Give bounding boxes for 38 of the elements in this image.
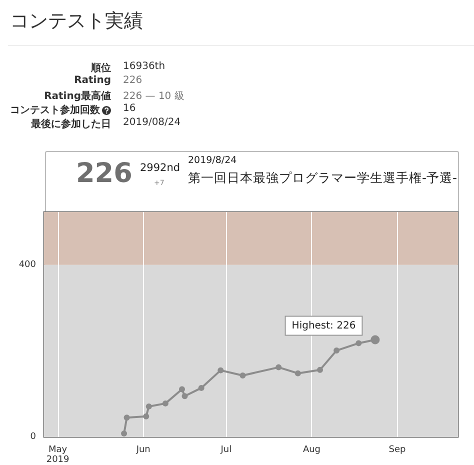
x-tick-label: May 2019 (46, 445, 70, 465)
text: 226 (76, 158, 132, 189)
text: Rating (74, 75, 111, 86)
point (179, 386, 185, 392)
text: 2019/8/24 (188, 155, 237, 166)
x-tick-label: Sep (388, 445, 406, 455)
point (356, 340, 362, 346)
text: Rating最高値 (44, 89, 111, 103)
point (198, 384, 204, 391)
text: 16 (123, 103, 136, 114)
x-tick-label: Aug (302, 445, 321, 455)
x-tick-label: Jul (220, 445, 232, 455)
y-tick-label: 400 (18, 260, 36, 270)
point (182, 393, 188, 400)
text: コンテスト参加回数 (10, 104, 100, 117)
point (124, 414, 130, 421)
point (143, 413, 150, 420)
x-tick-label: Jun (135, 445, 150, 455)
point (121, 430, 128, 437)
text: 226 (123, 75, 142, 86)
text: 最後に参加した日 (31, 118, 111, 131)
text: 2992nd (140, 162, 180, 174)
chart-title: コンテスト実績 (10, 9, 143, 34)
text: 順位 (91, 62, 111, 75)
point (218, 367, 224, 374)
text: 16936th (123, 61, 166, 72)
text: 226 — 10 級 (123, 90, 184, 103)
point (162, 400, 168, 406)
y-tick-label: 0 (30, 432, 36, 442)
point (240, 372, 246, 378)
annotation: Highest: 226 (292, 320, 356, 332)
point (317, 366, 323, 373)
point (146, 403, 152, 410)
text: 第一回日本最強プログラマー学生選手権-予選- (188, 170, 458, 187)
point (334, 348, 340, 354)
text: 2019/08/24 (123, 117, 181, 128)
point (276, 364, 282, 370)
point (294, 370, 301, 376)
